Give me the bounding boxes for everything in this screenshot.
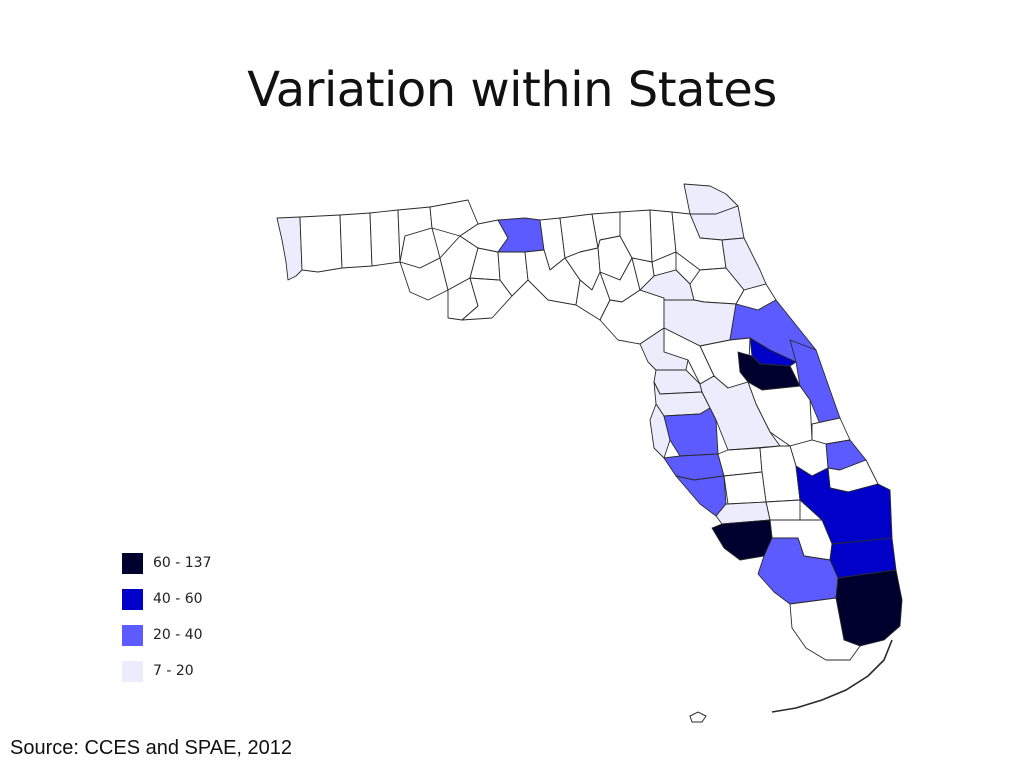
county-okaloosa [339,212,373,269]
slide-title: Variation within States [247,62,777,118]
legend-swatch [122,588,143,610]
county-palm-beach [795,465,893,545]
source-note: Source: CCES and SPAE, 2012 [10,737,293,759]
county-sarasota [675,475,727,517]
legend-item: 7 - 20 [122,653,212,689]
county-hardee [717,447,763,477]
county-desoto [723,471,767,505]
county-escambia [276,216,303,281]
county-wakulla [497,251,529,297]
legend-label: 20 - 40 [153,627,203,643]
county-miami-dade [835,569,903,647]
legend-item: 60 - 137 [122,545,212,581]
florida-keys [771,639,893,713]
county-manatee [663,453,725,481]
county-lee [711,519,773,561]
map-legend: 60 - 137 40 - 60 20 - 40 7 - 20 [122,545,212,689]
county-citrus [639,327,689,371]
county-walton [369,209,401,267]
county-indian-river [811,417,851,445]
dry-tortugas-island [689,711,707,723]
legend-label: 60 - 137 [153,555,212,571]
legend-swatch [122,552,143,574]
county-glades [765,499,801,521]
legend-item: 20 - 40 [122,617,212,653]
county-hillsborough [663,407,719,457]
legend-swatch [122,624,143,646]
county-santa-rosa [299,214,343,273]
legend-label: 40 - 60 [153,591,203,607]
county-polk [699,375,781,451]
county-monroe [789,597,861,661]
legend-swatch [122,660,143,682]
legend-item: 40 - 60 [122,581,212,617]
legend-label: 7 - 20 [153,663,194,679]
